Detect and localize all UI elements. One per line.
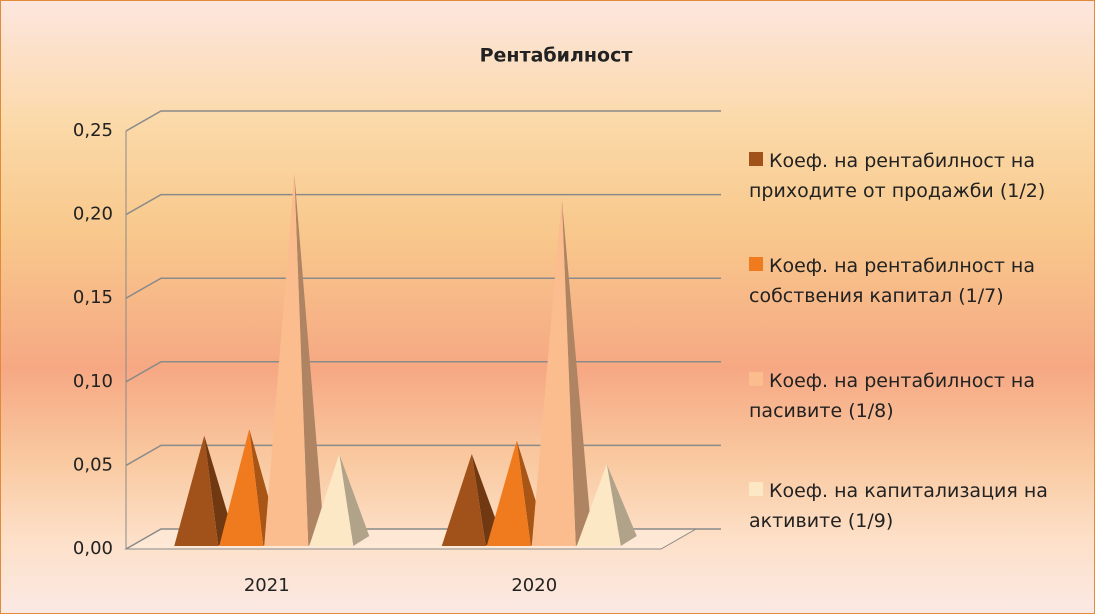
- legend-entry: Коеф. на рентабилност на собствения капи…: [749, 251, 1079, 311]
- legend-label: Коеф. на рентабилност на собствения капи…: [749, 255, 1035, 307]
- legend-label: Коеф. на рентабилност на пасивите (1/8): [749, 370, 1035, 422]
- pyramid-side: [606, 464, 637, 546]
- grid-line: [125, 444, 721, 467]
- pyramid-front: [174, 435, 219, 546]
- grid-line: [125, 361, 721, 383]
- legend-swatch: [749, 257, 763, 271]
- grid-line: [125, 277, 721, 299]
- pyramid: [264, 173, 325, 546]
- y-tick-label: 0,05: [73, 454, 113, 475]
- y-tick-label: 0,00: [73, 538, 113, 559]
- y-tick-label: 0,10: [73, 371, 113, 392]
- chart-title: Рентабилност: [480, 45, 633, 67]
- grid-line: [125, 193, 721, 216]
- pyramid-front: [264, 173, 309, 546]
- legend-entry: Коеф. на капитализация на активите (1/9): [749, 476, 1079, 536]
- pyramid-side: [561, 198, 592, 547]
- x-tick-label: 2021: [244, 575, 290, 596]
- pyramid-front: [441, 454, 486, 546]
- legend-entry: Коеф. на рентабилност на пасивите (1/8): [749, 366, 1079, 426]
- legend-swatch: [749, 482, 763, 496]
- y-tick-label: 0,15: [73, 287, 113, 308]
- pyramid-front: [309, 454, 354, 546]
- pyramid: [309, 454, 370, 546]
- pyramid: [531, 198, 592, 547]
- legend-swatch: [749, 372, 763, 386]
- legend-swatch: [749, 152, 763, 166]
- grid-line: [125, 110, 721, 132]
- pyramid-front: [219, 428, 264, 546]
- pyramid-side: [339, 454, 370, 546]
- legend-label: Коеф. на рентабилност на приходите от пр…: [749, 150, 1046, 202]
- pyramid-front: [576, 464, 621, 546]
- legend-label: Коеф. на капитализация на активите (1/9): [749, 480, 1048, 532]
- y-tick-label: 0,25: [73, 120, 113, 141]
- pyramid-side: [294, 173, 325, 546]
- x-tick-label: 2020: [511, 575, 557, 596]
- y-tick-label: 0,20: [73, 204, 113, 225]
- pyramid-front: [531, 198, 576, 547]
- pyramid-front: [486, 440, 531, 546]
- legend-entry: Коеф. на рентабилност на приходите от пр…: [749, 146, 1079, 206]
- pyramid: [576, 464, 637, 546]
